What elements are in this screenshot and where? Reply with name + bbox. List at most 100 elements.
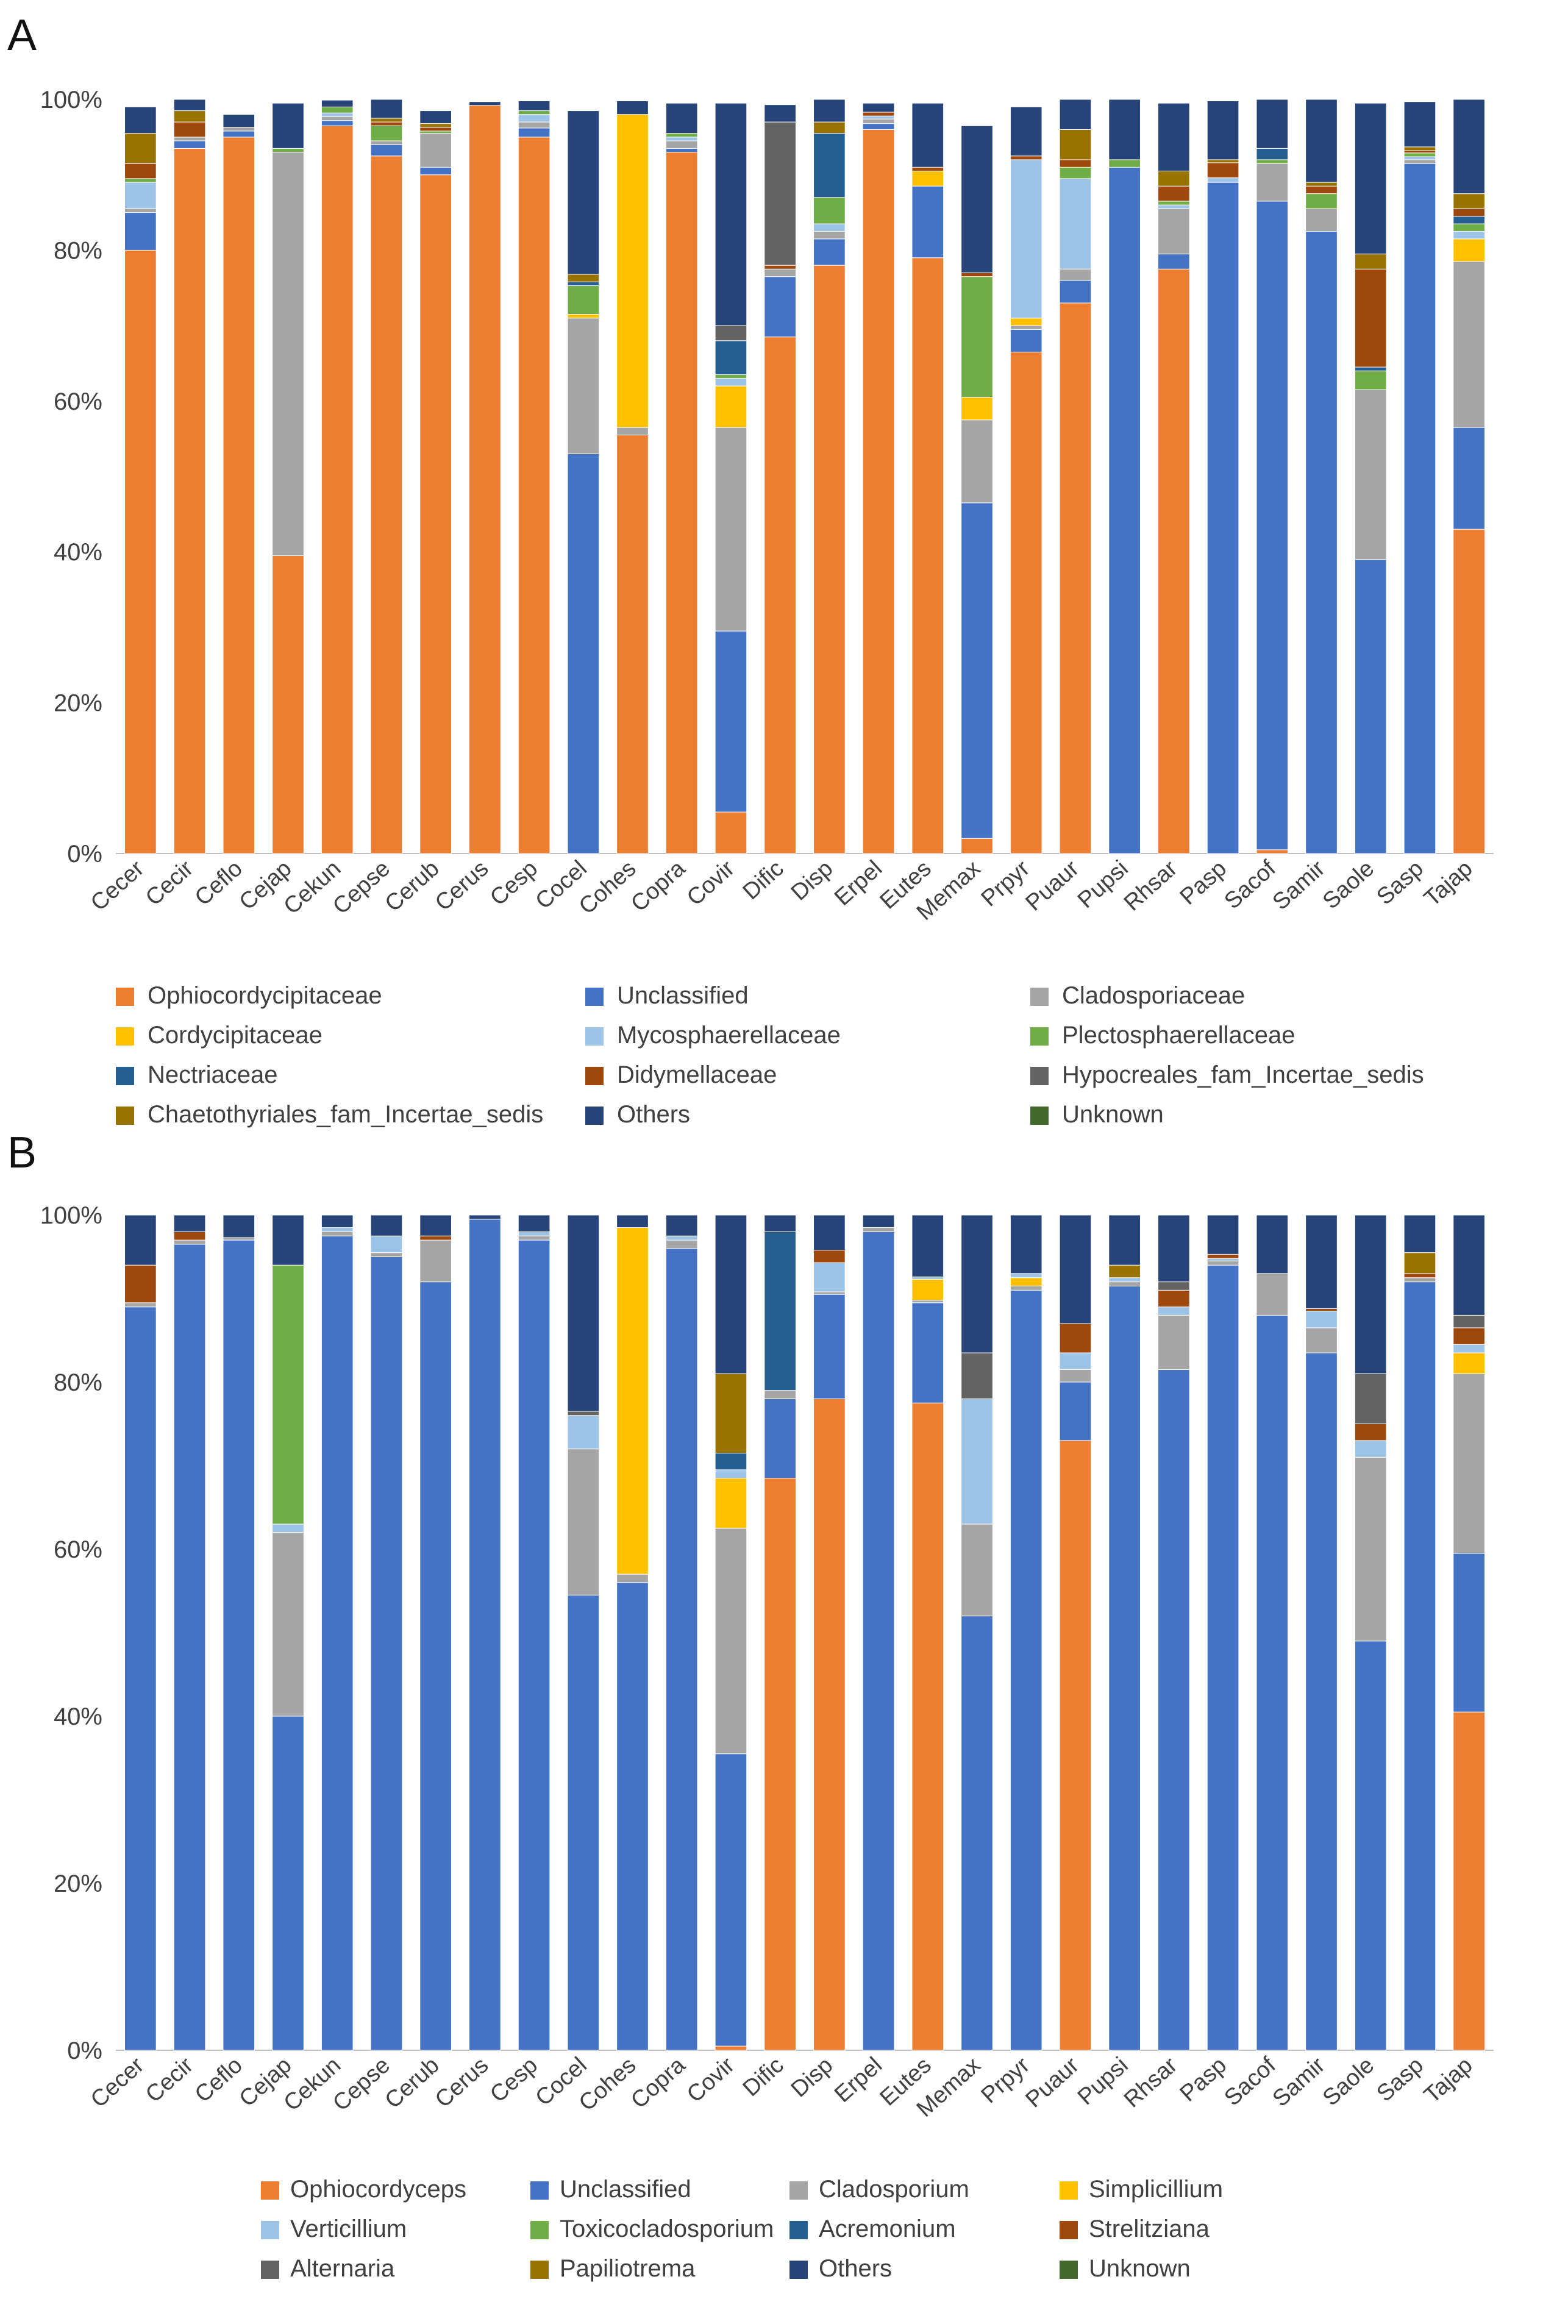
bar-segment-others-sasp [1403, 101, 1436, 148]
bar-segment-others-ceflo [223, 114, 255, 128]
x-tick-label: Cerub [380, 2052, 444, 2113]
bar-segment-cordycipitaceae-eutes [911, 171, 944, 187]
bar-segment-nectriaceae-disp [813, 133, 846, 198]
bar-segment-cladosporium-puaur [1059, 1369, 1092, 1383]
bar-segment-chaetothyriales-fam-incertae-sedis-samir [1305, 182, 1338, 187]
bar-segment-cordycipitaceae-memax [961, 397, 993, 421]
legend-swatch [116, 988, 134, 1006]
bar-segment-unclassified-cecir [173, 140, 206, 149]
legend-swatch [530, 2181, 549, 2200]
bar-segment-others-eutes [911, 1214, 944, 1277]
bar-segment-unclassified-saole [1354, 1641, 1387, 2051]
bar-segment-didymellaceae-prpyr [1010, 155, 1042, 160]
legend-swatch [1060, 2261, 1078, 2279]
bar-segment-didymellaceae-dific [764, 265, 796, 269]
x-tick-label: Cecir [141, 2052, 198, 2108]
y-tick-label: 0% [67, 2037, 102, 2064]
bar-segment-verticillium-cocel [567, 1415, 600, 1450]
x-tick-label: Cohes [574, 2052, 641, 2116]
bar-segment-others-memax [961, 1214, 993, 1353]
bar-segment-cladosporiaceae-tajap [1453, 261, 1485, 428]
y-tick-label: 60% [54, 388, 102, 415]
bar-segment-plectosphaerellaceae-puaur [1059, 166, 1092, 179]
bar-segment-others-prpyr [1010, 1214, 1042, 1274]
bar-segment-verticillium-copra [665, 1235, 698, 1241]
bar-segment-others-copra [665, 102, 698, 134]
bar-segment-others-cecer [124, 106, 157, 134]
chart-panel-a: A 0%20%40%60%80%100%CecerCecirCefloCejap… [7, 11, 1494, 1128]
bar-segment-others-sacof [1256, 1214, 1289, 1274]
bar-segment-didymellaceae-samir [1305, 185, 1338, 194]
bar-segment-cladosporium-cerub [419, 1239, 452, 1283]
bar-segment-papiliotrema-pupsi [1108, 1264, 1141, 1278]
bar-segment-ophiocordycipitaceae-cesp [518, 137, 551, 854]
x-tick-label: Cekun [279, 855, 346, 919]
bar-segment-unclassified-disp [813, 238, 846, 266]
bar-segment-chaetothyriales-fam-incertae-sedis-pasp [1206, 159, 1239, 163]
bar-segment-cladosporiaceae-cepse [370, 140, 403, 145]
bar-segment-chaetothyriales-fam-incertae-sedis-disp [813, 121, 846, 134]
bar-segment-cladosporium-saole [1354, 1456, 1387, 1642]
bar-segment-cladosporium-cecer [124, 1302, 157, 1308]
bar-segment-cladosporium-sasp [1403, 1277, 1436, 1283]
x-tick-label: Cerus [430, 855, 493, 916]
bar-segment-chaetothyriales-fam-incertae-sedis-puaur [1059, 129, 1092, 160]
x-tick-label: Samir [1268, 855, 1330, 915]
bar-segment-acremonium-covir [715, 1452, 747, 1470]
bar-segment-others-samir [1305, 99, 1338, 183]
bar-segment-cladosporiaceae-cocel [567, 318, 600, 454]
bar-segment-unclassified-pupsi [1108, 1285, 1141, 2051]
legend-swatch [1060, 2221, 1078, 2239]
x-tick-label: Copra [626, 855, 691, 917]
bar-segment-cladosporium-cohes [616, 1574, 649, 1583]
x-tick-label: Tajap [1419, 2052, 1478, 2108]
legend-label: Plectosphaerellaceae [1062, 1022, 1295, 1049]
bar-segment-mycosphaerellaceae-cecer [124, 182, 157, 209]
bar-segment-verticillium-samir [1305, 1311, 1338, 1328]
bar-segment-unclassified-ceflo [223, 1239, 255, 2051]
bar-segment-others-cerub [419, 1214, 452, 1236]
bar-segment-nectriaceae-tajap [1453, 216, 1485, 224]
bar-segment-cladosporium-rhsar [1158, 1314, 1190, 1370]
x-tick-label: Puaur [1021, 2052, 1084, 2112]
bar-segment-unclassified-copra [665, 148, 698, 153]
bar-segment-ophiocordycipitaceae-memax [961, 838, 993, 854]
bar-segment-others-cocel [567, 110, 600, 275]
bar-segment-unclassified-cocel [567, 1594, 600, 2051]
bar-segment-strelitziana-pasp [1206, 1253, 1239, 1259]
bar-segment-cladosporium-cocel [567, 1449, 600, 1595]
bar-segment-ophiocordycipitaceae-disp [813, 265, 846, 854]
bar-segment-verticillium-eutes [911, 1276, 944, 1280]
x-tick-label: Cepse [328, 855, 395, 919]
legend-label: Didymellaceae [617, 1061, 777, 1088]
legend-swatch [1030, 1067, 1049, 1085]
bar-segment-nectriaceae-covir [715, 340, 747, 376]
bar-segment-unclassified-sacof [1256, 1314, 1289, 2051]
bar-segment-unclassified-cesp [518, 1239, 551, 2051]
y-tick-label: 20% [54, 690, 102, 717]
bar-segment-verticillium-covir [715, 1469, 747, 1479]
bar-segment-didymellaceae-pasp [1206, 162, 1239, 179]
bar-segment-cladosporium-eutes [911, 1300, 944, 1303]
bar-segment-cladosporiaceae-cohes [616, 427, 649, 435]
x-tick-label: Disp [786, 2052, 838, 2102]
bar-segment-unclassified-cerus [469, 1219, 501, 2051]
x-tick-label: Cesp [485, 855, 543, 911]
legend-label: Ophiocordycipitaceae [148, 982, 382, 1009]
bar-segment-ophiocordycipitaceae-cepse [370, 155, 403, 854]
bar-segment-others-puaur [1059, 1214, 1092, 1324]
legend-swatch [530, 2261, 549, 2279]
bar-segment-others-memax [961, 125, 993, 274]
bar-segment-simplicillium-tajap [1453, 1352, 1485, 1374]
x-tick-label: Pupsi [1073, 2052, 1133, 2110]
bar-segment-unclassified-cerub [419, 1281, 452, 2051]
bar-segment-nectriaceae-cocel [567, 281, 600, 287]
bar-segment-others-pupsi [1108, 1214, 1141, 1266]
bar-segment-ophiocordyceps-disp [813, 1398, 846, 2051]
bar-segment-nectriaceae-sacof [1256, 148, 1289, 160]
bar-segment-unclassified-cekun [321, 120, 354, 126]
bar-segment-cladosporium-prpyr [1010, 1285, 1042, 1291]
bar-segment-others-cejap [272, 1214, 304, 1266]
bar-segment-others-cepse [370, 1214, 403, 1236]
bar-segment-ophiocordycipitaceae-puaur [1059, 302, 1092, 854]
